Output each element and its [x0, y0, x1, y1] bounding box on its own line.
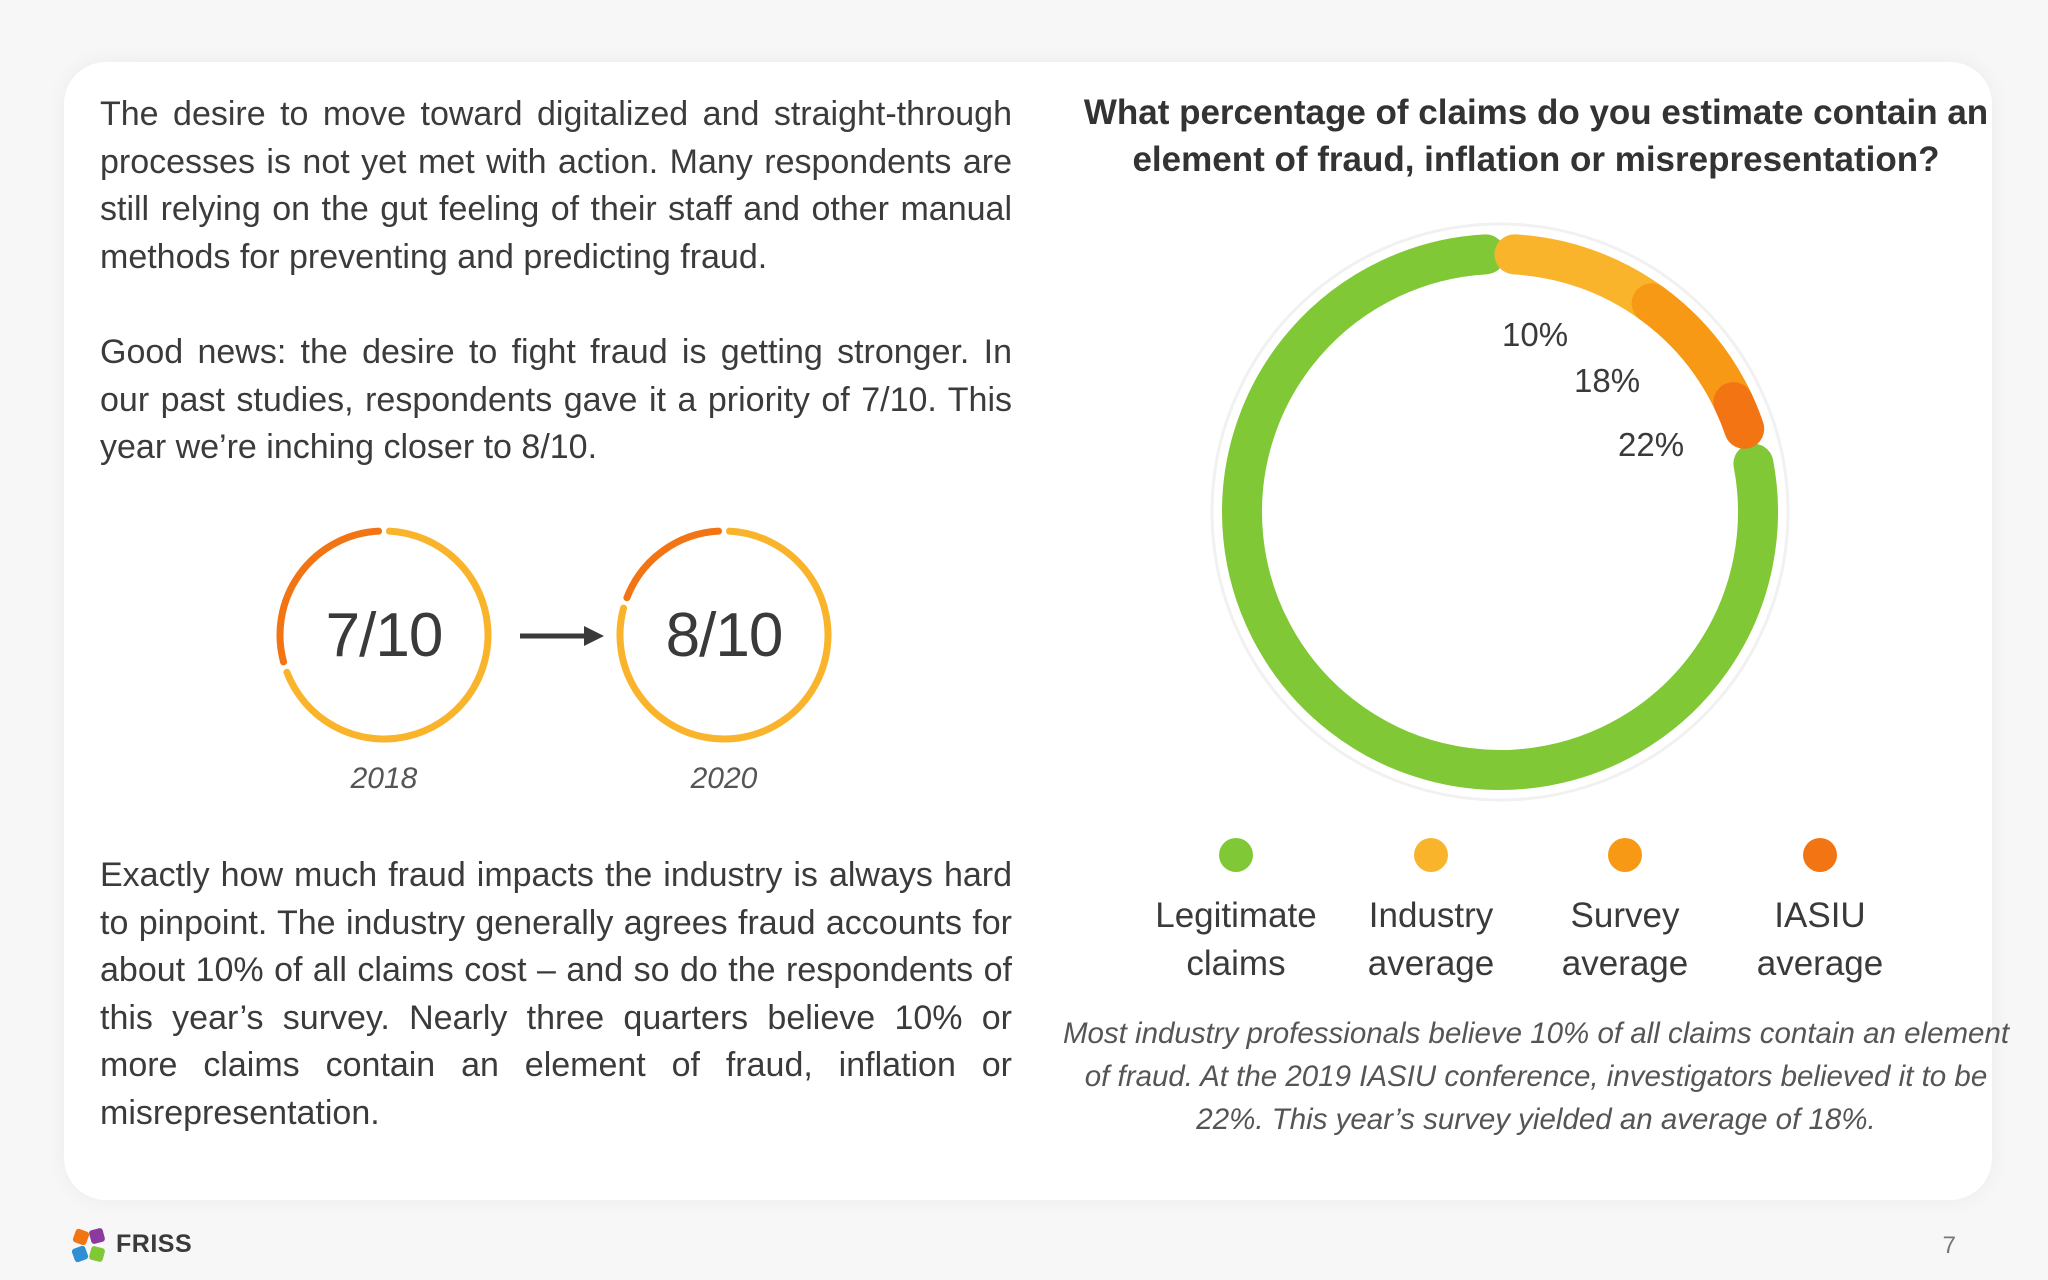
chart-note: Most industry professionals believe 10% …	[1062, 1017, 2010, 1136]
friss-logo-icon	[71, 1228, 105, 1263]
legend-item-industry: Industry average	[1341, 838, 1521, 988]
gauge-arc	[276, 527, 492, 743]
gauge-year-2018: 2018	[350, 762, 418, 795]
legend-label-line: average	[1561, 944, 1689, 983]
donut-label-survey: 18%	[1574, 362, 1641, 399]
legend-label-line: Legitimate	[1155, 896, 1317, 935]
arrow-right-icon	[520, 626, 604, 646]
gauge-filled-arc	[283, 527, 492, 743]
gauge-remaining-arc	[276, 527, 383, 666]
donut-chart	[1210, 222, 1790, 802]
priority-paragraph: Good news: the desire to fight fraud is …	[100, 333, 1012, 466]
gauge-year-2020: 2020	[690, 762, 758, 795]
page-number: 7	[1942, 1232, 1956, 1259]
intro-paragraph: The desire to move toward digitalized an…	[100, 95, 1012, 276]
gauge-remaining-arc	[623, 527, 723, 602]
gauge-2020	[616, 527, 832, 743]
legend-label-line: IASIU	[1774, 896, 1866, 935]
legend-label-line: claims	[1186, 944, 1286, 983]
brand-name: FRISS	[116, 1230, 193, 1258]
legend-label-line: Survey	[1570, 896, 1680, 935]
gauge-filled-arc	[616, 527, 832, 743]
legend-label-line: Industry	[1368, 896, 1494, 935]
legend-item-legitimate: Legitimate claims	[1146, 838, 1326, 988]
legend-dot	[1803, 838, 1837, 872]
legend-dot	[1608, 838, 1642, 872]
chart-title: What percentage of claims do you estimat…	[1083, 93, 1989, 179]
legend-item-iasiu: IASIU average	[1730, 838, 1910, 988]
donut-label-iasiu: 22%	[1618, 426, 1685, 463]
donut-segment-iasiu-average	[1713, 382, 1765, 449]
legend-item-survey: Survey average	[1535, 838, 1715, 988]
donut-segment-legitimate-claims	[1222, 234, 1778, 790]
gauge-value-2020: 8/10	[665, 600, 784, 670]
legend-label-line: average	[1367, 944, 1495, 983]
gauge-2018	[276, 527, 492, 743]
donut-backdrop	[1210, 222, 1790, 802]
legend-dot	[1219, 838, 1253, 872]
gauge-arc	[616, 527, 832, 743]
gauge-value-2018: 7/10	[325, 600, 444, 670]
impact-paragraph: Exactly how much fraud impacts the indus…	[100, 856, 1012, 1132]
legend-dot	[1414, 838, 1448, 872]
legend-label-line: average	[1756, 944, 1884, 983]
donut-label-industry: 10%	[1502, 316, 1569, 353]
